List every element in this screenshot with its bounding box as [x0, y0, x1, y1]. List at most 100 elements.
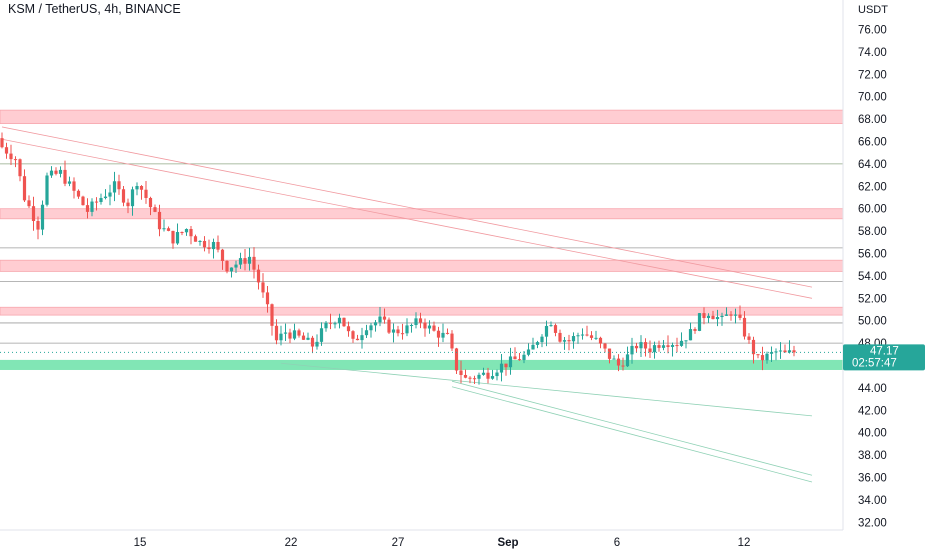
candle[interactable] — [13, 156, 18, 168]
candle[interactable] — [670, 342, 675, 357]
candle[interactable] — [495, 369, 499, 381]
candle[interactable] — [49, 166, 54, 178]
candle[interactable] — [306, 332, 310, 341]
candle[interactable] — [189, 226, 193, 245]
candle[interactable] — [369, 323, 373, 338]
candle[interactable] — [247, 247, 252, 271]
candle[interactable] — [639, 335, 643, 357]
candle[interactable] — [792, 345, 796, 357]
candle[interactable] — [499, 353, 504, 382]
candle[interactable] — [153, 204, 157, 213]
candle[interactable] — [562, 336, 567, 350]
candle[interactable] — [576, 332, 580, 344]
candle[interactable] — [270, 303, 274, 336]
candle[interactable] — [391, 323, 396, 343]
candle[interactable] — [315, 334, 319, 350]
candle[interactable] — [612, 355, 616, 360]
candle[interactable] — [513, 347, 517, 360]
support-zone[interactable] — [0, 359, 843, 370]
candle[interactable] — [594, 330, 598, 340]
candle[interactable] — [234, 260, 238, 273]
candle[interactable] — [409, 323, 414, 333]
candle[interactable] — [432, 321, 436, 332]
candle[interactable] — [202, 236, 207, 252]
candle[interactable] — [292, 323, 297, 341]
candle[interactable] — [256, 264, 261, 290]
candle[interactable] — [139, 185, 144, 200]
candle[interactable] — [130, 186, 135, 216]
candle[interactable] — [67, 176, 72, 187]
candle[interactable] — [400, 323, 405, 340]
candle[interactable] — [531, 337, 535, 350]
candle[interactable] — [405, 318, 409, 337]
x-axis[interactable]: 15 22 27 Sep 6 12 — [0, 529, 843, 549]
candle[interactable] — [40, 200, 45, 236]
candle[interactable] — [18, 158, 22, 182]
candle[interactable] — [184, 228, 189, 236]
candle[interactable] — [211, 238, 216, 259]
candle[interactable] — [265, 286, 270, 313]
candle[interactable] — [328, 313, 333, 330]
candle[interactable] — [544, 320, 549, 347]
y-axis[interactable]: USDT 76.00 74.00 72.00 70.00 68.00 66.00 64.00… — [842, 0, 932, 530]
candle[interactable] — [229, 267, 234, 278]
candle[interactable] — [535, 340, 540, 349]
candle[interactable] — [751, 336, 756, 364]
candle[interactable] — [207, 239, 211, 254]
candle[interactable] — [166, 226, 171, 232]
candle[interactable] — [778, 342, 783, 359]
candle[interactable] — [63, 160, 67, 187]
trendline-upper-trend-2[interactable] — [1, 138, 813, 299]
candle[interactable] — [652, 341, 657, 359]
candle[interactable] — [760, 346, 765, 371]
candle[interactable] — [522, 351, 526, 364]
candle[interactable] — [108, 184, 112, 206]
candle[interactable] — [540, 334, 544, 348]
candle[interactable] — [693, 327, 697, 334]
candle[interactable] — [423, 318, 427, 337]
candle[interactable] — [733, 308, 738, 324]
candle[interactable] — [162, 219, 166, 232]
candle[interactable] — [288, 328, 292, 344]
candle[interactable] — [175, 223, 180, 245]
candle[interactable] — [567, 334, 571, 351]
candle[interactable] — [526, 343, 531, 357]
candle[interactable] — [661, 340, 666, 351]
candle[interactable] — [571, 332, 576, 349]
candle[interactable] — [436, 326, 441, 347]
resistance-zone[interactable] — [0, 109, 844, 124]
candle[interactable] — [112, 171, 117, 202]
candle[interactable] — [468, 376, 472, 384]
candle[interactable] — [243, 249, 247, 271]
candle[interactable] — [747, 333, 751, 344]
candle[interactable] — [279, 325, 283, 346]
candle[interactable] — [387, 317, 391, 334]
candle[interactable] — [625, 346, 630, 368]
candle[interactable] — [238, 252, 243, 269]
candle[interactable] — [261, 273, 265, 298]
candle[interactable] — [148, 196, 153, 216]
candle[interactable] — [765, 351, 769, 364]
candle[interactable] — [630, 337, 634, 364]
candle[interactable] — [756, 354, 760, 359]
candle[interactable] — [337, 313, 342, 329]
candle[interactable] — [121, 185, 126, 207]
candle[interactable] — [135, 182, 139, 196]
candle[interactable] — [418, 312, 423, 329]
candle[interactable] — [198, 240, 202, 246]
candle[interactable] — [346, 321, 351, 337]
candle[interactable] — [396, 325, 400, 337]
candle[interactable] — [171, 230, 175, 249]
candle[interactable] — [715, 309, 720, 327]
candle[interactable] — [738, 305, 742, 321]
candle[interactable] — [9, 144, 13, 166]
candle[interactable] — [486, 367, 490, 384]
candle[interactable] — [22, 169, 27, 202]
candle[interactable] — [297, 328, 301, 338]
candle[interactable] — [508, 347, 513, 375]
candle[interactable] — [684, 340, 688, 349]
candle[interactable] — [643, 338, 648, 357]
candle[interactable] — [598, 336, 603, 349]
candle[interactable] — [144, 180, 148, 204]
candle[interactable] — [58, 166, 63, 178]
